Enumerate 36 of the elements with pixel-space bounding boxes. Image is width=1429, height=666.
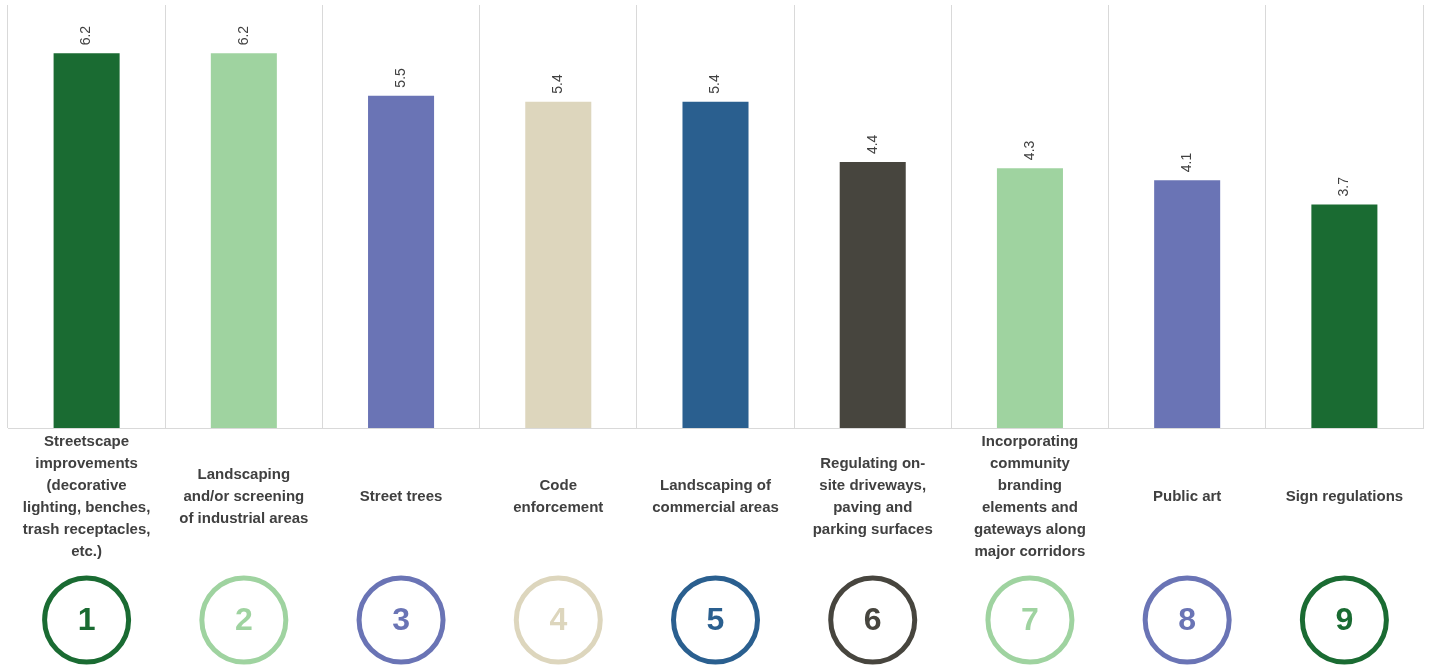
x-tick-label: Street trees	[359, 487, 443, 505]
data-label: 5.4	[549, 74, 566, 94]
bar	[996, 168, 1063, 428]
data-label: 6.2	[234, 25, 251, 46]
data-label: 3.7	[1335, 176, 1352, 197]
text: 5	[706, 600, 725, 637]
bar	[1154, 180, 1221, 428]
text: 9	[1335, 600, 1354, 637]
bar	[368, 95, 435, 428]
text: 2	[234, 600, 253, 637]
text: 4	[549, 600, 568, 637]
text: 3	[392, 600, 410, 637]
bar	[682, 101, 749, 428]
data-label: 5.5	[391, 67, 408, 88]
data-label: 6.2	[77, 25, 94, 46]
x-tick-label: Public art	[1152, 487, 1222, 505]
bar	[53, 53, 120, 428]
bar	[210, 53, 277, 428]
x-tick-label: Sign regulations	[1285, 487, 1404, 505]
x-tick-label: Landscaping and/or screening of industrial areas	[179, 465, 309, 527]
text: 6	[863, 600, 882, 637]
bar	[839, 162, 906, 428]
data-label: 4.3	[1020, 140, 1037, 161]
bar	[1311, 204, 1378, 428]
text: 7	[1021, 600, 1039, 637]
data-label: 4.4	[863, 134, 880, 155]
text: 1	[77, 600, 96, 637]
data-label: 4.1	[1178, 152, 1195, 173]
text: 8	[1178, 600, 1197, 637]
x-tick-label: Code enforcement	[513, 476, 604, 516]
x-tick-label: Streetscape improvements (decorative lighting, benches, trash receptacles, etc.)	[22, 432, 151, 560]
x-tick-label: Incorporating community branding elements and gateways along major corridors	[974, 432, 1086, 560]
bar	[525, 101, 592, 428]
data-label: 5.4	[706, 74, 723, 94]
x-tick-label: Regulating on-site driveways, paving and parking surfaces	[812, 454, 933, 538]
x-tick-label: Landscaping of commercial areas	[652, 476, 779, 516]
